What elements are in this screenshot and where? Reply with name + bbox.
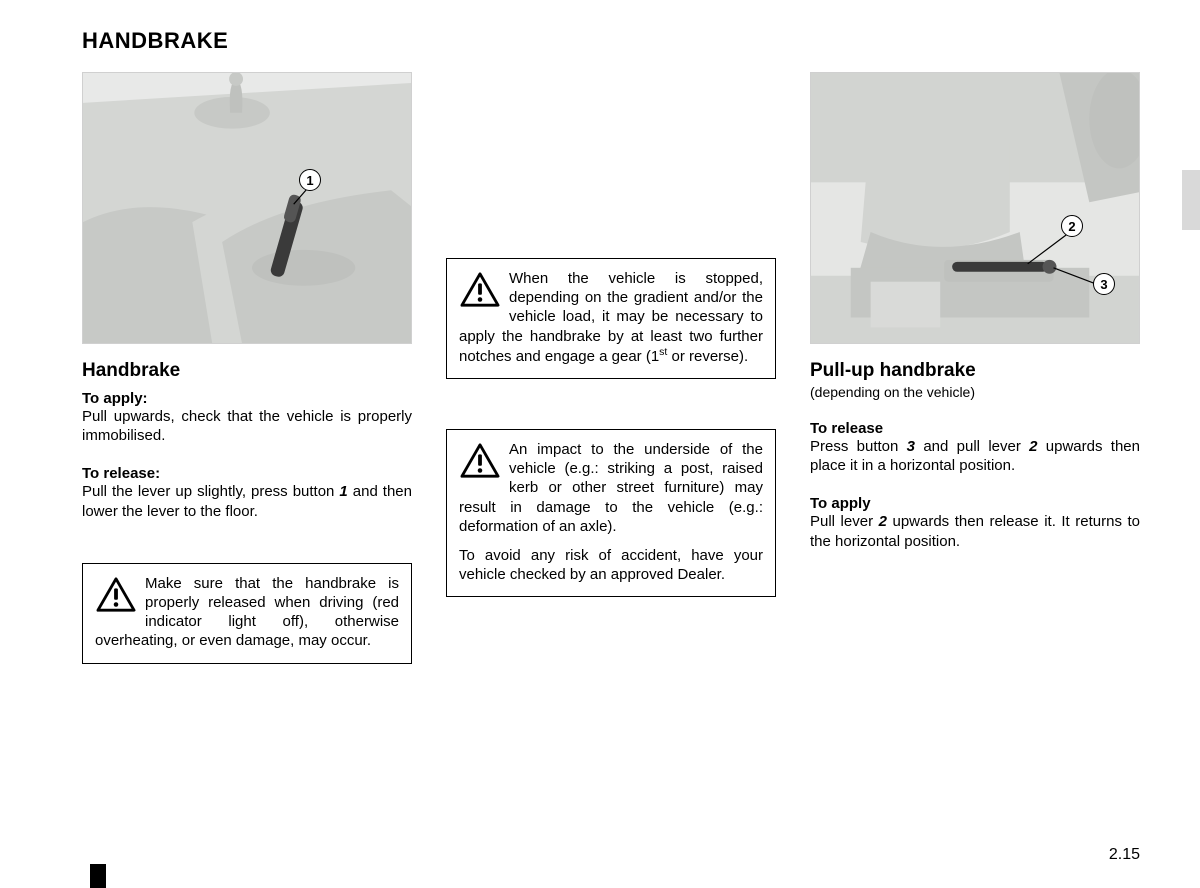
figure-handbrake-svg [83,73,411,343]
warning2-p2: To avoid any risk of accident, have your… [459,546,763,584]
section-heading-handbrake: Handbrake [82,360,412,382]
callout-3: 3 [1093,273,1115,295]
column-left: 29986 [82,72,412,684]
page-title: HANDBRAKE [82,28,1140,54]
app-a: Pull lever [810,513,879,530]
figure-pullup-handbrake: 41168 [810,72,1140,344]
release-label: To release: [82,465,412,482]
warning-box-mid-1: When the vehicle is stopped, depending o… [446,258,776,379]
pullup-apply-text: Pull lever 2 upwards then release it. It… [810,512,1140,550]
release-text: Pull the lever up slightly, press button… [82,482,412,520]
callout-2: 2 [1061,215,1083,237]
apply-text: Pull upwards, check that the vehicle is … [82,407,412,445]
pullup-apply-label: To apply [810,495,1140,512]
warning-box-left: Make sure that the handbrake is properly… [82,563,412,664]
release-text-a: Pull the lever up slightly, press button [82,483,339,500]
warning-text: Make sure that the handbrake is properly… [95,574,399,651]
warning1-text: When the vehicle is stopped, depending o… [459,269,763,366]
rel-ref3: 3 [907,438,915,455]
figure-handbrake: 29986 [82,72,412,344]
section-heading-pullup: Pull-up handbrake [810,360,1140,382]
callout-1: 1 [299,169,321,191]
apply-label: To apply: [82,390,412,407]
app-ref2: 2 [879,513,887,530]
warning-box-mid-2: An impact to the underside of the vehicl… [446,429,776,597]
warning-icon [459,271,501,309]
manual-page: HANDBRAKE 29986 [0,0,1200,684]
page-number: 2.15 [1109,846,1140,864]
side-tab [1182,170,1200,230]
pullup-release-label: To release [810,420,1140,437]
rel-b: and pull lever [915,438,1029,455]
warning2-p1: An impact to the underside of the vehicl… [459,440,763,536]
columns: 29986 [82,72,1140,684]
spacer [446,72,776,258]
rel-a: Press button [810,438,907,455]
release-ref-1: 1 [339,483,347,500]
warning-icon [459,442,501,480]
warning-icon [95,576,137,614]
footer-mark [90,864,106,888]
column-right: 41168 [810,72,1140,684]
figure-pullup-svg [811,73,1139,343]
column-middle: When the vehicle is stopped, depending o… [446,72,776,684]
pullup-release-text: Press button 3 and pull lever 2 upwards … [810,437,1140,475]
pullup-caption: (depending on the vehicle) [810,384,1140,400]
warning1-b: or reverse). [667,348,748,365]
